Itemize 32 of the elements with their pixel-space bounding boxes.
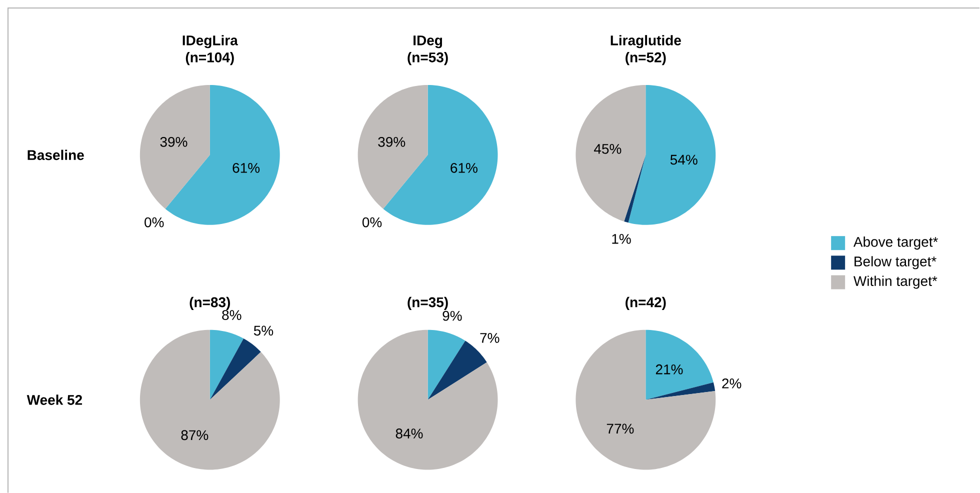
chart-title: IDegLira	[182, 34, 238, 48]
text: Baseline	[28, 150, 84, 160]
data-label: 84%	[396, 428, 423, 438]
data-label: 39%	[160, 136, 188, 147]
chart-subtitle: (n=52)	[626, 52, 666, 65]
chart-title: (n=83)	[190, 296, 230, 310]
data-label: 21%	[656, 364, 683, 374]
data-label: 8%	[222, 310, 242, 320]
data-label: 61%	[450, 162, 478, 173]
chart-subtitle: (n=104)	[186, 52, 234, 65]
text: 0%	[362, 217, 382, 228]
data-label: 2%	[722, 378, 742, 388]
chart-title: (n=35)	[408, 296, 448, 310]
data-label: 61%	[232, 162, 260, 173]
data-label: 5%	[254, 326, 274, 336]
text: 0%	[144, 217, 164, 228]
data-label: 9%	[442, 310, 462, 321]
chart-subtitle: (n=53)	[408, 52, 448, 65]
chart-title: Liraglutide	[610, 34, 681, 48]
legend-label: Below target*	[854, 256, 936, 270]
data-label: 87%	[181, 430, 208, 440]
legend-label: Above target*	[853, 236, 938, 250]
data-label: 45%	[594, 144, 622, 154]
data-label: 77%	[606, 424, 634, 434]
data-label: 54%	[670, 154, 698, 165]
data-label: 39%	[378, 136, 406, 147]
text: Week 52	[26, 394, 82, 405]
legend-label: Within target*	[854, 276, 938, 289]
chart-title: IDeg	[414, 35, 442, 48]
chart-title: (n=42)	[626, 296, 666, 310]
data-label: 7%	[480, 332, 500, 343]
data-label: 1%	[612, 234, 631, 244]
